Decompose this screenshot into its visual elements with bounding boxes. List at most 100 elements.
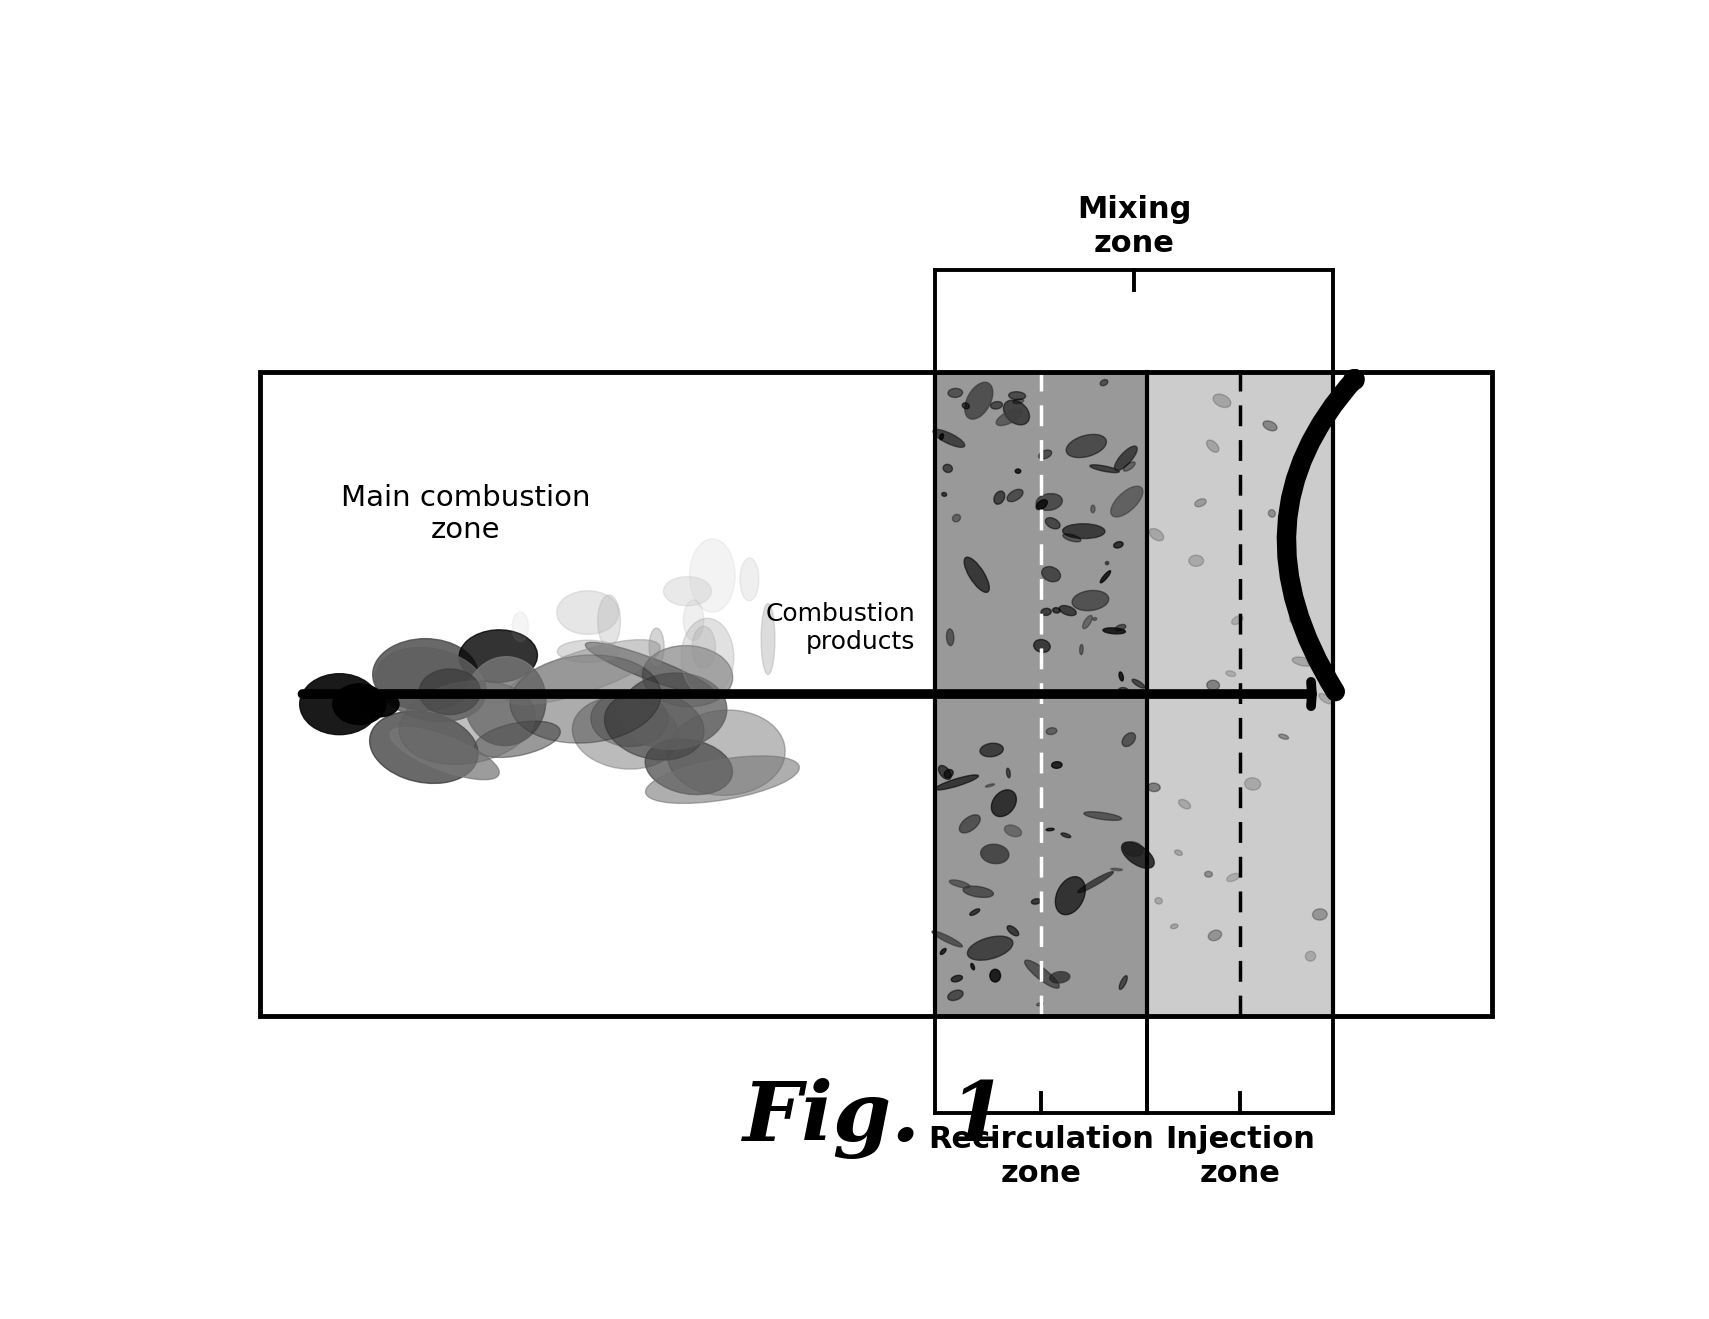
Ellipse shape xyxy=(979,743,1003,757)
Ellipse shape xyxy=(1123,462,1135,471)
Ellipse shape xyxy=(1008,392,1025,400)
Ellipse shape xyxy=(1106,562,1109,565)
Ellipse shape xyxy=(1121,842,1154,868)
Ellipse shape xyxy=(1278,735,1289,739)
Ellipse shape xyxy=(1090,464,1119,472)
Ellipse shape xyxy=(586,642,714,695)
Ellipse shape xyxy=(376,648,487,721)
Ellipse shape xyxy=(995,491,1005,504)
Ellipse shape xyxy=(986,783,995,787)
Ellipse shape xyxy=(1263,421,1277,431)
Ellipse shape xyxy=(1292,657,1313,666)
Ellipse shape xyxy=(557,640,619,662)
Ellipse shape xyxy=(962,402,969,409)
Ellipse shape xyxy=(991,790,1017,816)
Ellipse shape xyxy=(1063,524,1106,538)
Ellipse shape xyxy=(948,388,962,397)
Ellipse shape xyxy=(1007,926,1019,936)
Text: Injection
zone: Injection zone xyxy=(1166,1125,1314,1188)
Ellipse shape xyxy=(967,936,1013,960)
Ellipse shape xyxy=(1078,872,1113,893)
Ellipse shape xyxy=(1036,500,1048,509)
Ellipse shape xyxy=(667,710,784,795)
Ellipse shape xyxy=(299,674,379,735)
Ellipse shape xyxy=(1306,951,1316,962)
Ellipse shape xyxy=(1208,930,1222,940)
Ellipse shape xyxy=(1244,778,1261,790)
Ellipse shape xyxy=(682,619,733,696)
Ellipse shape xyxy=(1179,799,1191,809)
Ellipse shape xyxy=(504,640,660,704)
Ellipse shape xyxy=(966,383,993,419)
Ellipse shape xyxy=(1119,671,1123,681)
Ellipse shape xyxy=(1116,624,1126,630)
Ellipse shape xyxy=(1101,571,1111,583)
Ellipse shape xyxy=(1046,517,1060,529)
Ellipse shape xyxy=(1232,616,1242,624)
Ellipse shape xyxy=(390,728,499,780)
Ellipse shape xyxy=(605,691,704,760)
Ellipse shape xyxy=(943,769,954,778)
Ellipse shape xyxy=(940,434,943,439)
Ellipse shape xyxy=(935,776,979,790)
Ellipse shape xyxy=(1171,925,1178,929)
Ellipse shape xyxy=(460,630,537,682)
Ellipse shape xyxy=(1061,834,1072,838)
Ellipse shape xyxy=(962,886,993,897)
Ellipse shape xyxy=(1037,1002,1042,1006)
Text: Mixing
zone: Mixing zone xyxy=(1077,195,1191,257)
Ellipse shape xyxy=(1063,534,1080,542)
Ellipse shape xyxy=(690,539,735,612)
Ellipse shape xyxy=(465,657,545,745)
Ellipse shape xyxy=(509,656,661,743)
Ellipse shape xyxy=(1082,616,1092,629)
Ellipse shape xyxy=(1119,976,1128,989)
Ellipse shape xyxy=(947,629,954,645)
Ellipse shape xyxy=(1207,441,1219,452)
Bar xyxy=(935,372,1147,1017)
Ellipse shape xyxy=(1084,811,1121,820)
Ellipse shape xyxy=(1131,679,1145,689)
Ellipse shape xyxy=(1046,728,1056,735)
Ellipse shape xyxy=(1123,733,1135,747)
Ellipse shape xyxy=(373,638,479,711)
Ellipse shape xyxy=(1290,607,1297,623)
Bar xyxy=(1333,372,1492,1017)
Ellipse shape xyxy=(1092,617,1097,620)
Ellipse shape xyxy=(952,514,960,522)
Ellipse shape xyxy=(981,844,1008,864)
Ellipse shape xyxy=(1111,487,1143,517)
Ellipse shape xyxy=(359,691,400,718)
Ellipse shape xyxy=(1148,529,1164,541)
Ellipse shape xyxy=(620,673,726,749)
Ellipse shape xyxy=(1080,645,1084,654)
Ellipse shape xyxy=(649,628,665,666)
Ellipse shape xyxy=(419,669,480,715)
Bar xyxy=(1147,372,1333,1017)
Ellipse shape xyxy=(1207,681,1220,690)
Ellipse shape xyxy=(964,557,990,592)
Ellipse shape xyxy=(1066,434,1106,458)
Ellipse shape xyxy=(557,591,619,634)
Ellipse shape xyxy=(1051,761,1061,769)
Ellipse shape xyxy=(990,969,1000,983)
Ellipse shape xyxy=(959,815,981,832)
Ellipse shape xyxy=(1213,394,1230,408)
Ellipse shape xyxy=(1189,555,1203,566)
Ellipse shape xyxy=(513,612,528,641)
Ellipse shape xyxy=(761,604,774,674)
Ellipse shape xyxy=(369,711,479,783)
Ellipse shape xyxy=(1053,608,1060,613)
Ellipse shape xyxy=(1039,450,1051,459)
Ellipse shape xyxy=(1041,608,1051,616)
Ellipse shape xyxy=(1007,489,1024,501)
Ellipse shape xyxy=(333,683,386,724)
Ellipse shape xyxy=(1313,909,1328,921)
Ellipse shape xyxy=(1032,898,1041,905)
Ellipse shape xyxy=(1123,842,1143,856)
Ellipse shape xyxy=(931,931,962,947)
Ellipse shape xyxy=(1319,694,1331,704)
Ellipse shape xyxy=(950,880,971,888)
Ellipse shape xyxy=(1072,591,1109,611)
Ellipse shape xyxy=(1005,824,1022,836)
